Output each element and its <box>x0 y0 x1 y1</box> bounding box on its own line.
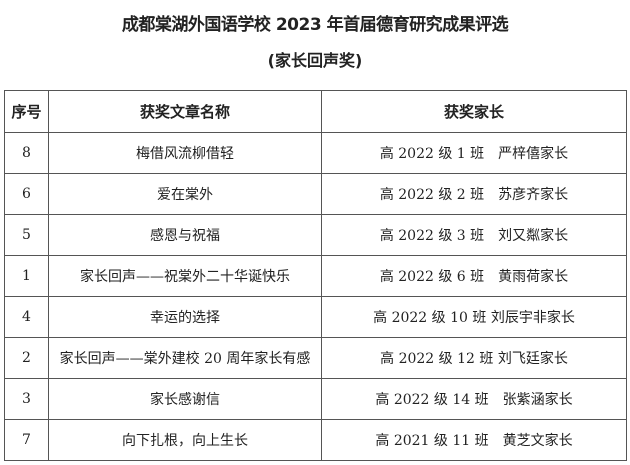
cell-index: 2 <box>4 337 49 379</box>
cell-index: 1 <box>4 255 49 297</box>
cell-parent: 高 2022 级 1 班 严梓僖家长 <box>321 132 627 174</box>
cell-article: 向下扎根，向上生长 <box>48 419 322 461</box>
header-index: 序号 <box>4 90 49 133</box>
cell-parent: 高 2022 级 2 班 苏彦齐家长 <box>321 173 627 215</box>
cell-parent: 高 2022 级 12 班 刘飞廷家长 <box>321 337 627 379</box>
awards-table: 序号 获奖文章名称 获奖家长 8 梅借风流柳借轻高 2022 级 1 班 严梓僖家… <box>4 90 627 461</box>
cell-parent: 高 2021 级 11 班 黄芝文家长 <box>321 419 627 461</box>
cell-parent: 高 2022 级 6 班 黄雨荷家长 <box>321 255 627 297</box>
table-row: 1 家长回声——祝棠外二十华诞快乐高 2022 级 6 班 黄雨荷家长 <box>4 255 627 297</box>
cell-index: 5 <box>4 214 49 256</box>
table-row: 2 家长回声——棠外建校 20 周年家长有感高 2022 级 12 班 刘飞廷家长 <box>4 337 627 379</box>
table-row: 5 感恩与祝福高 2022 级 3 班 刘又粼家长 <box>4 214 627 256</box>
cell-index: 7 <box>4 419 49 461</box>
cell-article: 家长感谢信 <box>48 378 322 420</box>
cell-index: 3 <box>4 378 49 420</box>
page-title: 成都棠湖外国语学校 2023 年首届德育研究成果评选 <box>121 15 509 35</box>
cell-parent: 高 2022 级 3 班 刘又粼家长 <box>321 214 627 256</box>
cell-article: 幸运的选择 <box>48 296 322 338</box>
table-row: 7 向下扎根，向上生长高 2021 级 11 班 黄芝文家长 <box>4 419 627 461</box>
cell-article: 家长回声——棠外建校 20 周年家长有感 <box>48 337 322 379</box>
cell-article: 爱在棠外 <box>48 173 322 215</box>
cell-parent: 高 2022 级 14 班 张紫涵家长 <box>321 378 627 420</box>
page-subtitle: (家长回声奖) <box>267 51 363 70</box>
cell-index: 4 <box>4 296 49 338</box>
table-header-row: 序号 获奖文章名称 获奖家长 <box>4 90 627 133</box>
cell-article: 家长回声——祝棠外二十华诞快乐 <box>48 255 322 297</box>
cell-index: 6 <box>4 173 49 215</box>
table-row: 6 爱在棠外高 2022 级 2 班 苏彦齐家长 <box>4 173 627 215</box>
header-parent: 获奖家长 <box>321 90 627 133</box>
table-row: 3 家长感谢信高 2022 级 14 班 张紫涵家长 <box>4 378 627 420</box>
cell-index: 8 <box>4 132 49 174</box>
header-article: 获奖文章名称 <box>48 90 322 133</box>
cell-article: 梅借风流柳借轻 <box>48 132 322 174</box>
cell-parent: 高 2022 级 10 班 刘辰宇非家长 <box>321 296 627 338</box>
cell-article: 感恩与祝福 <box>48 214 322 256</box>
table-row: 4 幸运的选择高 2022 级 10 班 刘辰宇非家长 <box>4 296 627 338</box>
table-row: 8 梅借风流柳借轻高 2022 级 1 班 严梓僖家长 <box>4 132 627 174</box>
